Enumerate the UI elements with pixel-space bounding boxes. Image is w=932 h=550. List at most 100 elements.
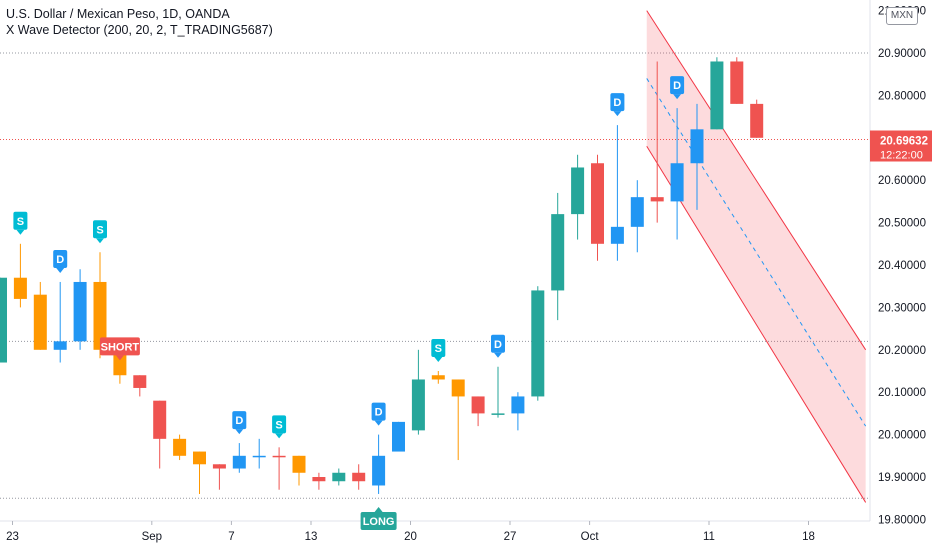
candle-body[interactable]	[133, 375, 147, 388]
candle-body[interactable]	[73, 281, 87, 342]
candle-body[interactable]	[272, 455, 286, 458]
candle-body[interactable]	[93, 281, 107, 350]
marker-d-box[interactable]	[610, 93, 625, 112]
marker-s-box[interactable]	[272, 415, 287, 434]
candle-body[interactable]	[372, 455, 386, 486]
marker-short-label: SHORT	[101, 341, 140, 353]
candle-body[interactable]	[710, 61, 724, 130]
candle-body[interactable]	[312, 477, 326, 482]
candle-body[interactable]	[630, 197, 644, 227]
candle-body[interactable]	[531, 290, 545, 397]
marker-pointer	[96, 238, 104, 244]
time-tick-label: 13	[305, 531, 318, 543]
candle-body[interactable]	[292, 455, 306, 473]
candle-body[interactable]	[650, 197, 664, 202]
candle-body[interactable]	[252, 455, 266, 458]
candle-body[interactable]	[232, 455, 246, 469]
candle-body[interactable]	[173, 438, 187, 456]
marker-s-box[interactable]	[93, 220, 107, 239]
candle-body[interactable]	[610, 226, 624, 244]
candle-body[interactable]	[471, 396, 485, 414]
marker-d-label: D	[375, 407, 383, 419]
candle-body[interactable]	[451, 379, 465, 397]
marker-d-box[interactable]	[670, 76, 685, 95]
time-tick-label: 27	[504, 531, 517, 543]
indicator-title[interactable]: X Wave Detector (200, 20, 2, T_TRADING56…	[6, 23, 273, 37]
marker-d-label: D	[494, 339, 502, 351]
candle-body[interactable]	[153, 400, 167, 439]
bar-countdown: 12:22:00	[880, 149, 923, 161]
candle-body[interactable]	[212, 464, 226, 469]
marker-long-box[interactable]	[360, 511, 397, 530]
candle-body[interactable]	[670, 163, 684, 202]
candle-body[interactable]	[53, 341, 67, 350]
marker-pointer	[374, 506, 383, 512]
marker-s-label: S	[435, 343, 442, 355]
marker-pointer	[494, 352, 502, 358]
price-tick-label: 20.00000	[878, 430, 926, 442]
time-tick-label: 23	[6, 531, 19, 543]
candle-body[interactable]	[431, 375, 445, 380]
candle-body[interactable]	[551, 214, 565, 291]
channel-upper-line	[646, 10, 867, 351]
candle-body[interactable]	[750, 103, 764, 138]
price-tick-label: 20.30000	[878, 302, 926, 314]
price-tick-label: 19.90000	[878, 472, 926, 484]
symbol-title[interactable]: U.S. Dollar / Mexican Peso, 1D, OANDA	[6, 7, 230, 21]
marker-pointer	[56, 267, 65, 273]
candle-body[interactable]	[193, 451, 206, 465]
time-tick-label: 20	[404, 531, 417, 543]
marker-pointer	[235, 429, 244, 435]
candle-body[interactable]	[332, 472, 346, 482]
price-tick-label: 20.80000	[878, 90, 926, 102]
currency-badge[interactable]: MXN	[886, 7, 918, 25]
last-price-label-box	[870, 130, 932, 162]
marker-s-label: S	[17, 216, 24, 228]
time-tick-label: Sep	[142, 531, 162, 543]
candle-body[interactable]	[591, 163, 604, 244]
time-tick-label: 11	[703, 531, 715, 543]
candle-body[interactable]	[690, 129, 704, 164]
marker-s-box[interactable]	[13, 211, 28, 230]
marker-d-label: D	[673, 80, 681, 92]
marker-pointer	[16, 229, 25, 235]
candle-body[interactable]	[411, 379, 425, 431]
marker-s-label: S	[96, 224, 103, 236]
marker-short-box[interactable]	[99, 337, 140, 356]
price-tick-label: 19.80000	[878, 514, 926, 526]
candle-body[interactable]	[33, 294, 47, 350]
marker-pointer	[613, 111, 622, 117]
price-tick-label: 20.90000	[878, 48, 926, 60]
price-tick-label: 20.10000	[878, 387, 926, 399]
channel-lower-line	[646, 146, 867, 503]
marker-d-label: D	[613, 97, 621, 109]
marker-s-label: S	[275, 419, 282, 431]
candle-body[interactable]	[491, 413, 505, 415]
marker-s-box[interactable]	[431, 339, 446, 357]
marker-pointer	[673, 94, 682, 100]
price-tick-label: 20.40000	[878, 260, 926, 272]
time-tick-label: 7	[228, 531, 234, 543]
marker-d-box[interactable]	[53, 249, 68, 268]
candle-body[interactable]	[571, 167, 585, 215]
candle-body[interactable]	[511, 396, 525, 414]
marker-pointer	[115, 355, 124, 361]
marker-d-box[interactable]	[371, 402, 386, 421]
candle-body[interactable]	[352, 472, 366, 482]
marker-d-label: D	[235, 415, 243, 427]
marker-pointer	[374, 420, 383, 426]
time-tick-label: 18	[802, 531, 815, 543]
chart-legend: U.S. Dollar / Mexican Peso, 1D, OANDA X …	[6, 6, 273, 38]
candle-body[interactable]	[392, 421, 405, 452]
marker-d-box[interactable]	[232, 411, 247, 430]
candle-body[interactable]	[730, 61, 744, 104]
candle-body[interactable]	[13, 277, 27, 299]
price-tick-label: 20.50000	[878, 218, 926, 230]
marker-long-label: LONG	[363, 516, 395, 528]
marker-d-label: D	[56, 254, 64, 266]
candle-body[interactable]	[0, 277, 7, 363]
last-price-value: 20.69632	[880, 135, 928, 147]
time-tick-label: Oct	[581, 531, 600, 543]
marker-d-box[interactable]	[491, 334, 505, 353]
